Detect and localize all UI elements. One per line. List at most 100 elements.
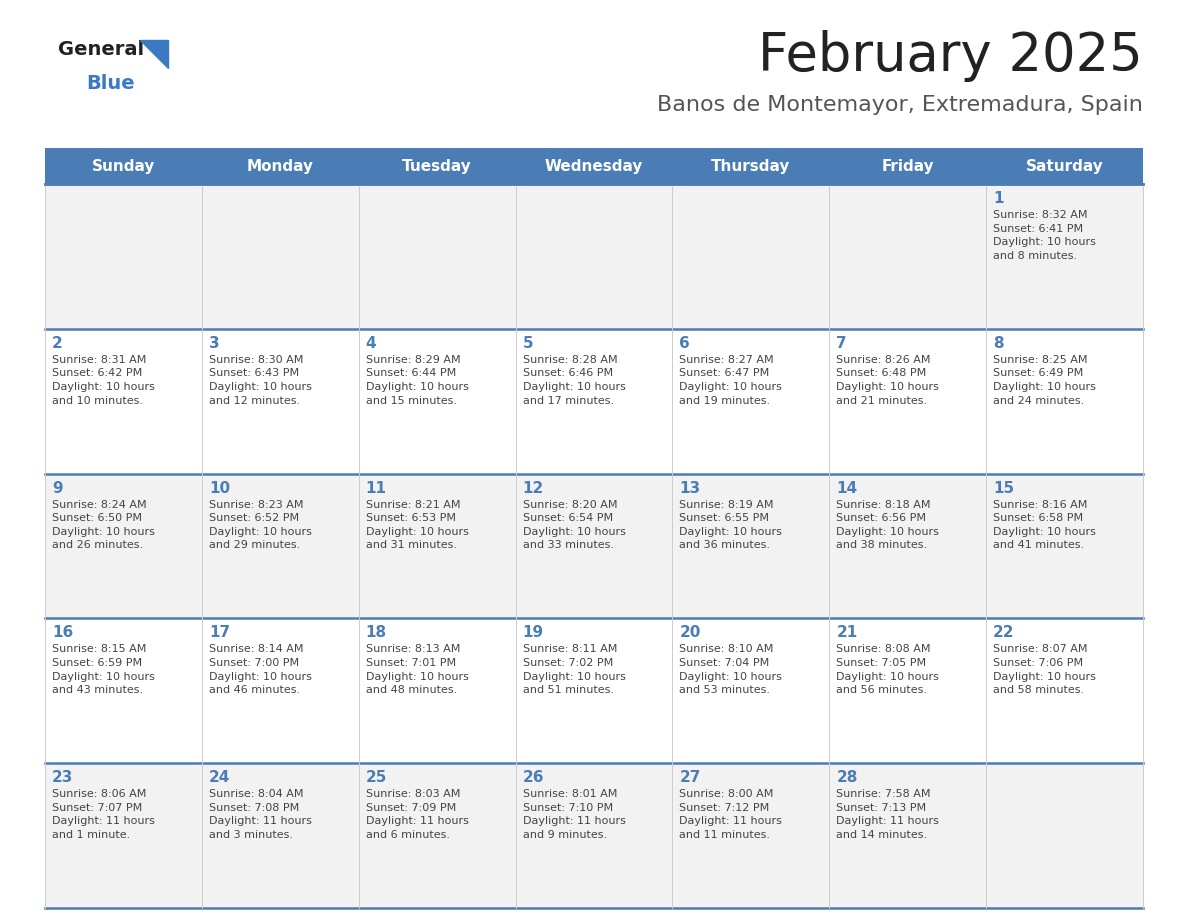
- Text: Sunrise: 8:27 AM
Sunset: 6:47 PM
Daylight: 10 hours
and 19 minutes.: Sunrise: 8:27 AM Sunset: 6:47 PM Dayligh…: [680, 354, 783, 406]
- Bar: [516, 474, 672, 619]
- Bar: [202, 763, 359, 908]
- Text: 14: 14: [836, 481, 858, 496]
- Text: Monday: Monday: [247, 159, 314, 174]
- Bar: [359, 184, 516, 329]
- Bar: [829, 619, 986, 763]
- Text: 19: 19: [523, 625, 544, 641]
- Text: 9: 9: [52, 481, 63, 496]
- Text: Sunrise: 8:19 AM
Sunset: 6:55 PM
Daylight: 10 hours
and 36 minutes.: Sunrise: 8:19 AM Sunset: 6:55 PM Dayligh…: [680, 499, 783, 551]
- Text: Sunrise: 8:16 AM
Sunset: 6:58 PM
Daylight: 10 hours
and 41 minutes.: Sunrise: 8:16 AM Sunset: 6:58 PM Dayligh…: [993, 499, 1097, 551]
- Text: Sunrise: 8:10 AM
Sunset: 7:04 PM
Daylight: 10 hours
and 53 minutes.: Sunrise: 8:10 AM Sunset: 7:04 PM Dayligh…: [680, 644, 783, 695]
- Bar: [202, 184, 359, 329]
- Text: Sunrise: 8:30 AM
Sunset: 6:43 PM
Daylight: 10 hours
and 12 minutes.: Sunrise: 8:30 AM Sunset: 6:43 PM Dayligh…: [209, 354, 311, 406]
- Text: 2: 2: [52, 336, 63, 351]
- Text: 18: 18: [366, 625, 387, 641]
- Bar: [45, 763, 202, 908]
- Bar: [202, 329, 359, 474]
- Text: 27: 27: [680, 770, 701, 785]
- Text: 13: 13: [680, 481, 701, 496]
- Text: Sunrise: 8:01 AM
Sunset: 7:10 PM
Daylight: 11 hours
and 9 minutes.: Sunrise: 8:01 AM Sunset: 7:10 PM Dayligh…: [523, 789, 625, 840]
- Bar: [516, 148, 672, 184]
- Text: 8: 8: [993, 336, 1004, 351]
- Text: Thursday: Thursday: [712, 159, 790, 174]
- Text: Sunrise: 8:24 AM
Sunset: 6:50 PM
Daylight: 10 hours
and 26 minutes.: Sunrise: 8:24 AM Sunset: 6:50 PM Dayligh…: [52, 499, 154, 551]
- Text: Sunrise: 8:13 AM
Sunset: 7:01 PM
Daylight: 10 hours
and 48 minutes.: Sunrise: 8:13 AM Sunset: 7:01 PM Dayligh…: [366, 644, 468, 695]
- Bar: [829, 148, 986, 184]
- Text: February 2025: February 2025: [758, 30, 1143, 82]
- Bar: [516, 184, 672, 329]
- Text: Sunrise: 8:08 AM
Sunset: 7:05 PM
Daylight: 10 hours
and 56 minutes.: Sunrise: 8:08 AM Sunset: 7:05 PM Dayligh…: [836, 644, 940, 695]
- Text: 24: 24: [209, 770, 230, 785]
- Bar: [829, 329, 986, 474]
- Text: 1: 1: [993, 191, 1004, 206]
- Bar: [986, 474, 1143, 619]
- Text: Sunrise: 8:31 AM
Sunset: 6:42 PM
Daylight: 10 hours
and 10 minutes.: Sunrise: 8:31 AM Sunset: 6:42 PM Dayligh…: [52, 354, 154, 406]
- Bar: [829, 184, 986, 329]
- Text: 12: 12: [523, 481, 544, 496]
- Bar: [986, 329, 1143, 474]
- Text: 5: 5: [523, 336, 533, 351]
- Bar: [672, 148, 829, 184]
- Text: 23: 23: [52, 770, 74, 785]
- Text: Blue: Blue: [86, 74, 134, 93]
- Bar: [986, 763, 1143, 908]
- Text: 11: 11: [366, 481, 387, 496]
- Text: 7: 7: [836, 336, 847, 351]
- Bar: [202, 148, 359, 184]
- Text: 22: 22: [993, 625, 1015, 641]
- Bar: [986, 619, 1143, 763]
- Text: Sunrise: 8:18 AM
Sunset: 6:56 PM
Daylight: 10 hours
and 38 minutes.: Sunrise: 8:18 AM Sunset: 6:56 PM Dayligh…: [836, 499, 940, 551]
- Text: 25: 25: [366, 770, 387, 785]
- Text: Sunrise: 8:00 AM
Sunset: 7:12 PM
Daylight: 11 hours
and 11 minutes.: Sunrise: 8:00 AM Sunset: 7:12 PM Dayligh…: [680, 789, 783, 840]
- Bar: [829, 763, 986, 908]
- Text: General: General: [58, 40, 144, 59]
- Bar: [516, 329, 672, 474]
- Text: 4: 4: [366, 336, 377, 351]
- Text: Sunrise: 8:25 AM
Sunset: 6:49 PM
Daylight: 10 hours
and 24 minutes.: Sunrise: 8:25 AM Sunset: 6:49 PM Dayligh…: [993, 354, 1097, 406]
- Bar: [672, 184, 829, 329]
- Text: Sunrise: 8:21 AM
Sunset: 6:53 PM
Daylight: 10 hours
and 31 minutes.: Sunrise: 8:21 AM Sunset: 6:53 PM Dayligh…: [366, 499, 468, 551]
- Bar: [45, 474, 202, 619]
- Text: 28: 28: [836, 770, 858, 785]
- Text: 17: 17: [209, 625, 230, 641]
- Text: Banos de Montemayor, Extremadura, Spain: Banos de Montemayor, Extremadura, Spain: [657, 95, 1143, 115]
- Bar: [672, 329, 829, 474]
- Bar: [516, 619, 672, 763]
- Bar: [672, 763, 829, 908]
- Text: 6: 6: [680, 336, 690, 351]
- Polygon shape: [140, 40, 168, 68]
- Bar: [986, 148, 1143, 184]
- Text: Sunrise: 7:58 AM
Sunset: 7:13 PM
Daylight: 11 hours
and 14 minutes.: Sunrise: 7:58 AM Sunset: 7:13 PM Dayligh…: [836, 789, 940, 840]
- Bar: [359, 329, 516, 474]
- Bar: [359, 763, 516, 908]
- Text: Sunrise: 8:28 AM
Sunset: 6:46 PM
Daylight: 10 hours
and 17 minutes.: Sunrise: 8:28 AM Sunset: 6:46 PM Dayligh…: [523, 354, 625, 406]
- Bar: [986, 184, 1143, 329]
- Text: Sunrise: 8:23 AM
Sunset: 6:52 PM
Daylight: 10 hours
and 29 minutes.: Sunrise: 8:23 AM Sunset: 6:52 PM Dayligh…: [209, 499, 311, 551]
- Bar: [359, 474, 516, 619]
- Text: Sunrise: 8:32 AM
Sunset: 6:41 PM
Daylight: 10 hours
and 8 minutes.: Sunrise: 8:32 AM Sunset: 6:41 PM Dayligh…: [993, 210, 1097, 261]
- Text: Wednesday: Wednesday: [545, 159, 643, 174]
- Bar: [45, 148, 202, 184]
- Bar: [672, 619, 829, 763]
- Text: Sunrise: 8:14 AM
Sunset: 7:00 PM
Daylight: 10 hours
and 46 minutes.: Sunrise: 8:14 AM Sunset: 7:00 PM Dayligh…: [209, 644, 311, 695]
- Bar: [202, 619, 359, 763]
- Bar: [45, 329, 202, 474]
- Bar: [829, 474, 986, 619]
- Text: Sunrise: 8:04 AM
Sunset: 7:08 PM
Daylight: 11 hours
and 3 minutes.: Sunrise: 8:04 AM Sunset: 7:08 PM Dayligh…: [209, 789, 311, 840]
- Text: 15: 15: [993, 481, 1015, 496]
- Text: 10: 10: [209, 481, 230, 496]
- Bar: [45, 184, 202, 329]
- Bar: [202, 474, 359, 619]
- Text: Sunrise: 8:15 AM
Sunset: 6:59 PM
Daylight: 10 hours
and 43 minutes.: Sunrise: 8:15 AM Sunset: 6:59 PM Dayligh…: [52, 644, 154, 695]
- Text: Sunday: Sunday: [91, 159, 156, 174]
- Text: Sunrise: 8:20 AM
Sunset: 6:54 PM
Daylight: 10 hours
and 33 minutes.: Sunrise: 8:20 AM Sunset: 6:54 PM Dayligh…: [523, 499, 625, 551]
- Bar: [359, 619, 516, 763]
- Text: Sunrise: 8:06 AM
Sunset: 7:07 PM
Daylight: 11 hours
and 1 minute.: Sunrise: 8:06 AM Sunset: 7:07 PM Dayligh…: [52, 789, 154, 840]
- Text: Sunrise: 8:07 AM
Sunset: 7:06 PM
Daylight: 10 hours
and 58 minutes.: Sunrise: 8:07 AM Sunset: 7:06 PM Dayligh…: [993, 644, 1097, 695]
- Text: Sunrise: 8:26 AM
Sunset: 6:48 PM
Daylight: 10 hours
and 21 minutes.: Sunrise: 8:26 AM Sunset: 6:48 PM Dayligh…: [836, 354, 940, 406]
- Text: Sunrise: 8:11 AM
Sunset: 7:02 PM
Daylight: 10 hours
and 51 minutes.: Sunrise: 8:11 AM Sunset: 7:02 PM Dayligh…: [523, 644, 625, 695]
- Bar: [45, 619, 202, 763]
- Text: Friday: Friday: [881, 159, 934, 174]
- Text: Saturday: Saturday: [1025, 159, 1104, 174]
- Text: Sunrise: 8:29 AM
Sunset: 6:44 PM
Daylight: 10 hours
and 15 minutes.: Sunrise: 8:29 AM Sunset: 6:44 PM Dayligh…: [366, 354, 468, 406]
